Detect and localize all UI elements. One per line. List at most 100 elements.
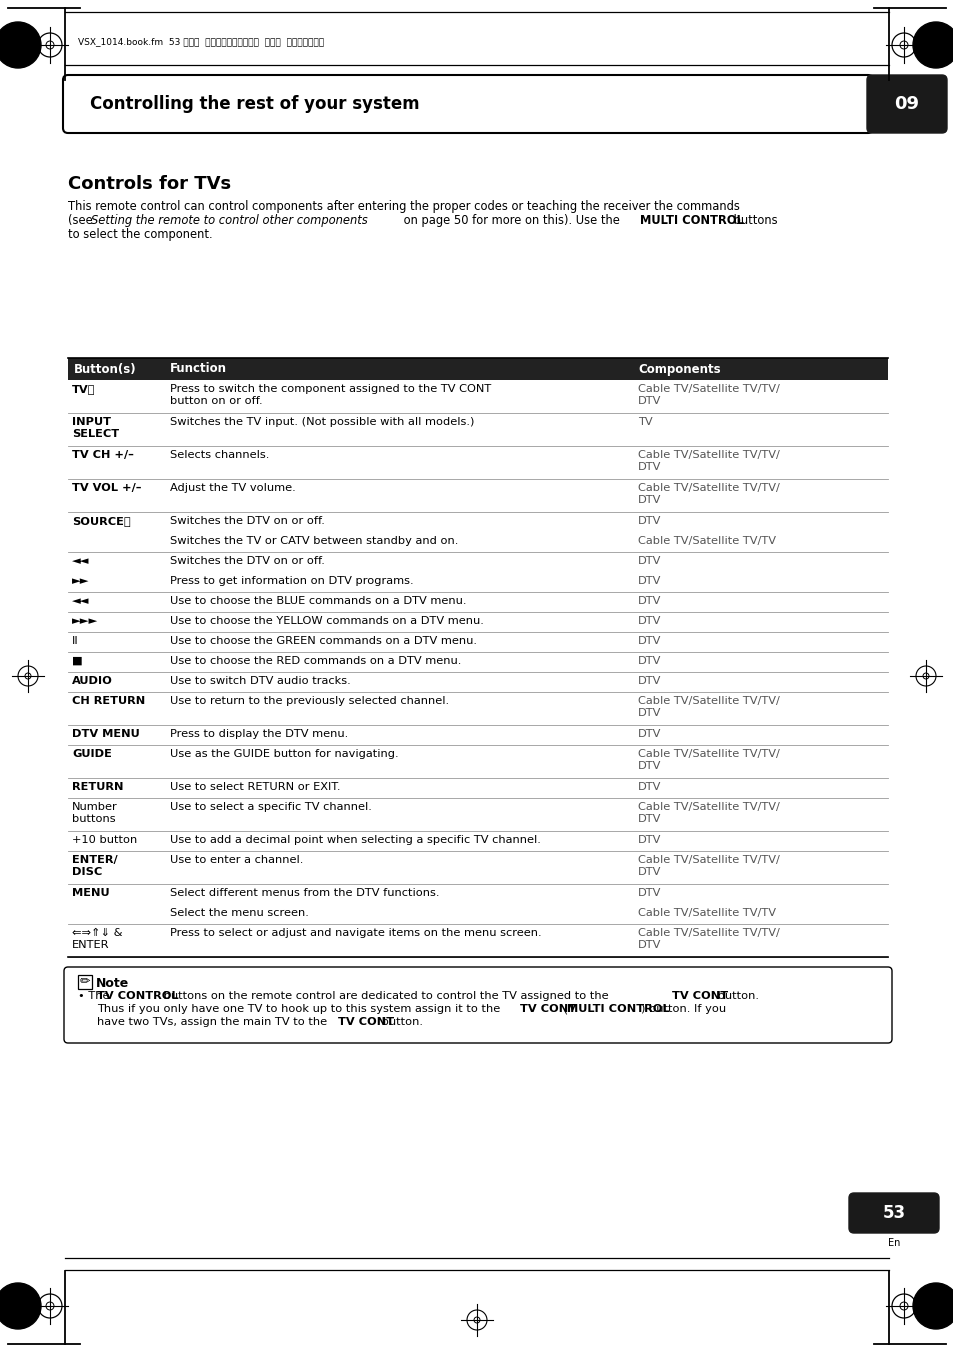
- Text: CH RETURN: CH RETURN: [71, 696, 145, 707]
- Text: DTV: DTV: [638, 462, 660, 471]
- Text: MULTI CONTROL: MULTI CONTROL: [639, 213, 743, 227]
- Text: Switches the DTV on or off.: Switches the DTV on or off.: [170, 557, 325, 566]
- Text: Thus if you only have one TV to hook up to this system assign it to the: Thus if you only have one TV to hook up …: [97, 1004, 503, 1015]
- Circle shape: [0, 1283, 41, 1329]
- Text: DTV: DTV: [638, 657, 660, 666]
- Text: Press to switch the component assigned to the TV CONT: Press to switch the component assigned t…: [170, 384, 491, 394]
- Text: TV CONTROL: TV CONTROL: [97, 992, 178, 1001]
- Text: TV CH +/–: TV CH +/–: [71, 450, 133, 459]
- Text: INPUT: INPUT: [71, 417, 111, 427]
- Text: Cable TV/Satellite TV/TV/: Cable TV/Satellite TV/TV/: [638, 384, 779, 394]
- Text: Function: Function: [170, 362, 227, 376]
- Text: button.: button.: [377, 1017, 422, 1027]
- Text: Use to choose the YELLOW commands on a DTV menu.: Use to choose the YELLOW commands on a D…: [170, 616, 483, 626]
- Text: Use to select RETURN or EXIT.: Use to select RETURN or EXIT.: [170, 782, 340, 792]
- Text: Use to choose the BLUE commands on a DTV menu.: Use to choose the BLUE commands on a DTV…: [170, 596, 466, 607]
- Circle shape: [912, 1283, 953, 1329]
- Text: DTV: DTV: [638, 557, 660, 566]
- Text: DTV: DTV: [638, 596, 660, 607]
- Text: Setting the remote to control other components: Setting the remote to control other comp…: [91, 213, 367, 227]
- Bar: [68, 358, 887, 380]
- Text: Cable TV/Satellite TV/TV/: Cable TV/Satellite TV/TV/: [638, 696, 779, 707]
- Text: DTV: DTV: [638, 616, 660, 626]
- Text: Select the menu screen.: Select the menu screen.: [170, 908, 309, 917]
- Text: DTV MENU: DTV MENU: [71, 730, 139, 739]
- Text: (: (: [559, 1004, 568, 1015]
- Text: ⇐⇒⇑⇓ &: ⇐⇒⇑⇓ &: [71, 928, 122, 938]
- Text: RETURN: RETURN: [71, 782, 123, 792]
- Text: Use to choose the RED commands on a DTV menu.: Use to choose the RED commands on a DTV …: [170, 657, 461, 666]
- Text: MULTI CONTROL: MULTI CONTROL: [566, 1004, 669, 1015]
- Text: (see: (see: [68, 213, 96, 227]
- Text: DTV: DTV: [638, 761, 660, 771]
- Text: DTV: DTV: [638, 867, 660, 877]
- Text: ◄◄: ◄◄: [71, 557, 90, 566]
- Text: En: En: [887, 1238, 900, 1248]
- Text: Cable TV/Satellite TV/TV/: Cable TV/Satellite TV/TV/: [638, 484, 779, 493]
- Text: Press to select or adjust and navigate items on the menu screen.: Press to select or adjust and navigate i…: [170, 928, 541, 938]
- Text: Button(s): Button(s): [74, 362, 136, 376]
- Text: Switches the TV input. (Not possible with all models.): Switches the TV input. (Not possible wit…: [170, 417, 474, 427]
- Text: buttons on the remote control are dedicated to control the TV assigned to the: buttons on the remote control are dedica…: [160, 992, 612, 1001]
- Text: DTV: DTV: [638, 888, 660, 898]
- Text: ENTER/: ENTER/: [71, 855, 117, 865]
- Text: DTV: DTV: [638, 576, 660, 586]
- Text: SELECT: SELECT: [71, 430, 119, 439]
- Text: DTV: DTV: [638, 940, 660, 950]
- Text: buttons: buttons: [729, 213, 777, 227]
- Text: TV: TV: [638, 417, 652, 427]
- Text: Use to switch DTV audio tracks.: Use to switch DTV audio tracks.: [170, 676, 351, 686]
- Text: Cable TV/Satellite TV/TV/: Cable TV/Satellite TV/TV/: [638, 928, 779, 938]
- Text: Cable TV/Satellite TV/TV: Cable TV/Satellite TV/TV: [638, 908, 775, 917]
- Text: Use to add a decimal point when selecting a specific TV channel.: Use to add a decimal point when selectin…: [170, 835, 540, 844]
- Text: Controlling the rest of your system: Controlling the rest of your system: [90, 95, 419, 113]
- Text: DTV: DTV: [638, 708, 660, 717]
- Text: Cable TV/Satellite TV/TV: Cable TV/Satellite TV/TV: [638, 536, 775, 546]
- Circle shape: [0, 22, 41, 68]
- Text: Switches the TV or CATV between standby and on.: Switches the TV or CATV between standby …: [170, 536, 457, 546]
- Text: DISC: DISC: [71, 867, 102, 877]
- Text: DTV: DTV: [638, 730, 660, 739]
- Text: ►►►: ►►►: [71, 616, 98, 626]
- Text: Use to enter a channel.: Use to enter a channel.: [170, 855, 303, 865]
- Text: DTV: DTV: [638, 396, 660, 407]
- Circle shape: [912, 22, 953, 68]
- FancyBboxPatch shape: [64, 967, 891, 1043]
- Text: SOURCE⏻: SOURCE⏻: [71, 516, 131, 526]
- Text: ) button. If you: ) button. If you: [640, 1004, 725, 1015]
- Text: ◄◄: ◄◄: [71, 596, 90, 607]
- Text: Use to return to the previously selected channel.: Use to return to the previously selected…: [170, 696, 449, 707]
- Text: ►►: ►►: [71, 576, 90, 586]
- Text: DTV: DTV: [638, 782, 660, 792]
- Text: TV⏻: TV⏻: [71, 384, 95, 394]
- Text: Use to select a specific TV channel.: Use to select a specific TV channel.: [170, 802, 372, 812]
- Text: Cable TV/Satellite TV/TV/: Cable TV/Satellite TV/TV/: [638, 450, 779, 459]
- Text: DTV: DTV: [638, 636, 660, 646]
- Text: TV CONT: TV CONT: [671, 992, 727, 1001]
- Text: Cable TV/Satellite TV/TV/: Cable TV/Satellite TV/TV/: [638, 855, 779, 865]
- Text: This remote control can control components after entering the proper codes or te: This remote control can control componen…: [68, 200, 740, 213]
- Text: Select different menus from the DTV functions.: Select different menus from the DTV func…: [170, 888, 439, 898]
- Text: Adjust the TV volume.: Adjust the TV volume.: [170, 484, 295, 493]
- Text: ENTER: ENTER: [71, 940, 110, 950]
- Text: DTV: DTV: [638, 835, 660, 844]
- Text: TV CONT: TV CONT: [519, 1004, 576, 1015]
- Text: DTV: DTV: [638, 815, 660, 824]
- Text: Use as the GUIDE button for navigating.: Use as the GUIDE button for navigating.: [170, 748, 398, 759]
- Text: DTV: DTV: [638, 516, 660, 526]
- Text: Note: Note: [96, 977, 129, 990]
- Text: 09: 09: [894, 95, 919, 113]
- Text: Cable TV/Satellite TV/TV/: Cable TV/Satellite TV/TV/: [638, 802, 779, 812]
- Text: Press to get information on DTV programs.: Press to get information on DTV programs…: [170, 576, 414, 586]
- Text: button on or off.: button on or off.: [170, 396, 262, 407]
- Bar: [78, 975, 91, 989]
- Text: ✏: ✏: [80, 975, 91, 989]
- Text: Controls for TVs: Controls for TVs: [68, 176, 231, 193]
- Text: AUDIO: AUDIO: [71, 676, 112, 686]
- Text: II: II: [71, 636, 79, 646]
- Text: buttons: buttons: [71, 815, 115, 824]
- Text: TV CONT: TV CONT: [337, 1017, 394, 1027]
- Text: VSX_1014.book.fm  53 ページ  ２００４年５月１４日  金曜日  午前９時２４分: VSX_1014.book.fm 53 ページ ２００４年５月１４日 金曜日 午…: [78, 38, 324, 46]
- Text: button.: button.: [713, 992, 759, 1001]
- Text: Number: Number: [71, 802, 117, 812]
